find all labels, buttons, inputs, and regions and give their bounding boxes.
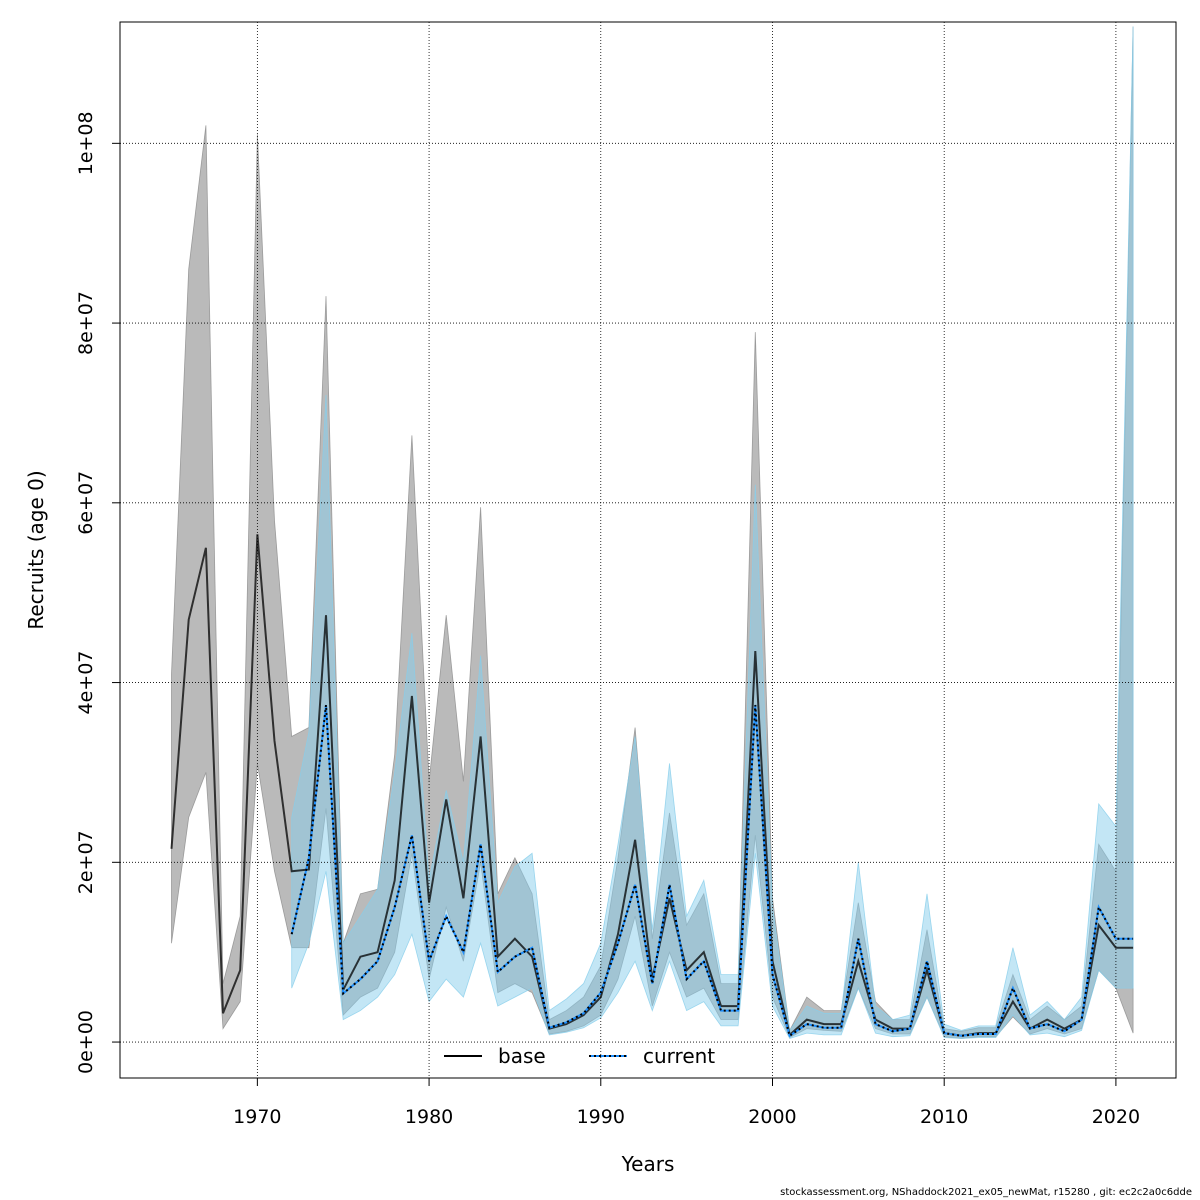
legend-label-current: current <box>643 1044 715 1068</box>
y-tick-label: 6e+07 <box>75 471 97 535</box>
x-tick-label: 2000 <box>748 1106 796 1128</box>
y-tick-label: 1e+08 <box>75 111 97 175</box>
y-tick-label: 2e+07 <box>75 830 97 894</box>
x-tick-label: 2020 <box>1092 1106 1140 1128</box>
x-axis: 1970 1980 1990 2000 2010 2020 <box>233 1077 1140 1128</box>
series-line-current-dots <box>290 704 1134 1038</box>
legend-label-base: base <box>498 1044 546 1068</box>
x-axis-title: Years <box>621 1152 675 1176</box>
x-tick-label: 1970 <box>233 1106 281 1128</box>
x-tick-label: 1980 <box>405 1106 453 1128</box>
confidence-bands <box>171 26 1134 1039</box>
x-tick-label: 1990 <box>577 1106 625 1128</box>
y-axis: 0e+00 2e+07 4e+07 6e+07 8e+07 1e+08 <box>75 111 121 1074</box>
grid-lines <box>120 22 1176 1078</box>
y-tick-label: 8e+07 <box>75 291 97 355</box>
y-axis-title: Recruits (age 0) <box>24 470 48 629</box>
x-tick-label: 2010 <box>920 1106 968 1128</box>
band-current <box>291 26 1134 1039</box>
y-tick-label: 4e+07 <box>75 651 97 715</box>
series-lines <box>170 534 1134 1038</box>
footer-note: stockassessment.org, NShaddock2021_ex05_… <box>780 1187 1192 1198</box>
legend: base current <box>444 1044 715 1068</box>
y-tick-label: 0e+00 <box>75 1010 97 1074</box>
